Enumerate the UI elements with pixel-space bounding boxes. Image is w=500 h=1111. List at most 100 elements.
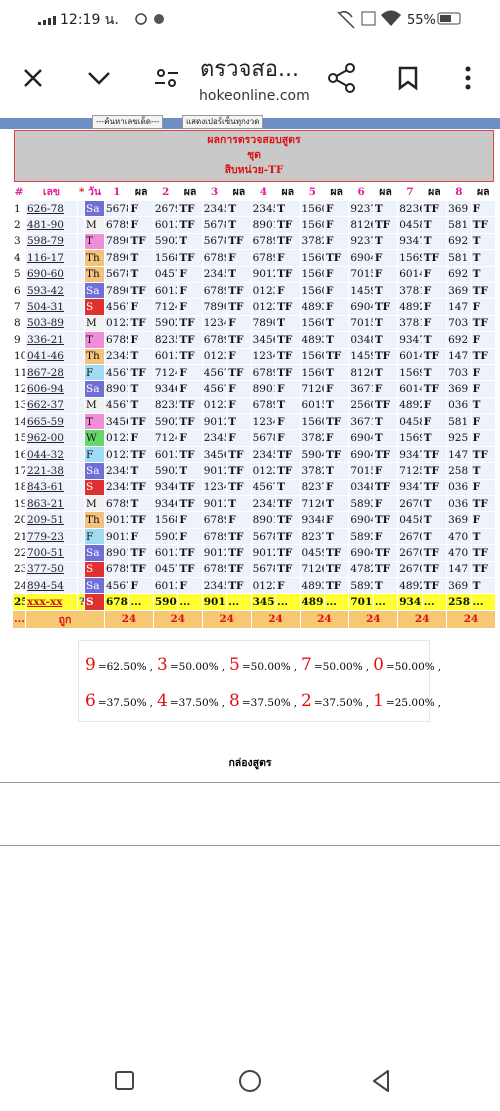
pick-cell: 59023	[152, 314, 179, 333]
pick-cell: 34567	[103, 413, 130, 431]
number-link[interactable]: 779-23	[27, 530, 64, 543]
number-link[interactable]: 221-38	[27, 464, 64, 477]
pick-cell: 4893	[299, 576, 325, 595]
number-link[interactable]: 894-54	[27, 579, 64, 592]
pick-cell: 89012	[250, 216, 277, 234]
number-link[interactable]: 504-31	[27, 301, 64, 314]
back-button[interactable]	[373, 1070, 389, 1092]
number-link[interactable]: 626-78	[27, 202, 64, 215]
share-button[interactable]	[328, 63, 355, 93]
pick-cell: 23459	[201, 265, 228, 283]
result-cell: TF	[177, 413, 203, 431]
recents-button[interactable]	[115, 1071, 134, 1090]
day-cell: S	[84, 298, 105, 316]
heading-line: สิบหน่วย-TF	[224, 164, 284, 176]
hit-count: 24	[250, 609, 301, 629]
close-button[interactable]	[24, 69, 42, 87]
pick-cell: 369	[446, 576, 472, 595]
result-cell: TF	[177, 331, 203, 349]
stats-box: 9 =62.50%, 3 =50.00%, 5 =50.00%, 7 =50.00%, 0 =50…	[78, 640, 441, 722]
pick-cell: 258	[446, 462, 472, 480]
result-cell: T	[372, 314, 399, 333]
number-link[interactable]: 116-17	[27, 251, 64, 264]
result-cell: TF	[275, 511, 301, 529]
mark-cell	[77, 429, 85, 447]
row-number: 14	[12, 413, 26, 431]
result-cell: ...	[421, 593, 448, 611]
pick-cell: 67893	[201, 527, 228, 546]
number-cell: 598-79	[25, 232, 78, 251]
bookmark-button[interactable]	[398, 66, 418, 91]
number-link[interactable]: 481-90	[27, 219, 64, 232]
result-cell: T	[470, 232, 497, 251]
number-link[interactable]: 593-42	[27, 284, 64, 297]
stat-digit: 4	[157, 691, 168, 711]
number-link[interactable]: 598-79	[27, 235, 64, 248]
result-cell: TF	[128, 413, 154, 431]
result-cell: TF	[421, 199, 448, 218]
menu-button[interactable]	[465, 66, 471, 90]
result-cell: TF	[421, 445, 448, 464]
number-link[interactable]: 662-37	[27, 399, 64, 412]
result-cell: TF	[226, 478, 252, 497]
number-link[interactable]: 377-50	[27, 563, 64, 576]
stat-separator: ,	[221, 697, 226, 709]
mute-icon	[337, 10, 355, 29]
number-link[interactable]: 209-51	[27, 514, 64, 527]
pick-cell: 67893	[201, 281, 228, 300]
result-cell: TF	[470, 347, 497, 365]
number-link[interactable]: 843-61	[27, 481, 64, 494]
home-button[interactable]	[239, 1070, 261, 1092]
header-cell: 6	[348, 182, 374, 201]
number-link[interactable]: 962-00	[27, 432, 64, 445]
collapse-button[interactable]	[88, 72, 110, 85]
pick-cell: 9347	[397, 232, 423, 251]
pick-cell: 56789	[250, 560, 277, 578]
number-link[interactable]: 700-51	[27, 546, 64, 559]
number-link[interactable]: 690-60	[27, 268, 64, 281]
number-link[interactable]: 606-94	[27, 382, 64, 395]
result-cell: TF	[323, 249, 350, 267]
number-link[interactable]: 041-46	[27, 350, 64, 363]
result-cell: F	[470, 380, 497, 398]
number-link[interactable]: xxx-xx	[27, 596, 63, 609]
number-link[interactable]: 665-59	[27, 415, 64, 428]
table-row: 15962-00W01234F71245F23459F56789F3782F69…	[12, 429, 497, 447]
result-cell: TF	[177, 199, 203, 218]
pick-cell: 01234	[103, 314, 130, 333]
pick-cell: 93467	[152, 478, 179, 497]
pick-cell: 60134	[152, 544, 179, 562]
search-button[interactable]: ---ค้นหาเลขเด็ด---	[92, 115, 164, 129]
result-table: # เลข * วัน 1 ผล 2 ผล 3 ผล 4 ผล 5 ผล 6 ผล 7 ผล 8 ผล 1 626-78 S…	[12, 182, 497, 629]
row-number: 13	[12, 396, 26, 415]
stat-separator: ,	[293, 697, 298, 709]
percent-button[interactable]: แสดงเปอร์เซ็นทุกงวด	[182, 115, 264, 129]
result-cell: T	[372, 199, 399, 218]
pick-cell: 3781	[397, 314, 423, 333]
result-cell: TF	[275, 216, 301, 234]
pick-cell: 93467	[152, 495, 179, 513]
table-row: 24894-54Sa45678F60134F23459TF01234F4893T…	[12, 576, 497, 595]
pick-cell: 1569	[397, 363, 423, 382]
header-cell: 8	[446, 182, 472, 201]
table-row: 4116-17Th78901T15689TF67893F67890F1560TF…	[12, 249, 497, 267]
header-cell: วัน	[84, 182, 105, 201]
result-cell: T	[421, 216, 448, 234]
table-row: 9336-21T67890F82356TF67893TF34567TF4893T…	[12, 331, 497, 349]
number-link[interactable]: 503-89	[27, 317, 64, 330]
table-row: 3598-79T78901TF59023T56782TF67890TF3782F…	[12, 232, 497, 251]
pick-cell: 59023	[152, 462, 179, 480]
result-cell: TF	[128, 281, 154, 300]
number-link[interactable]: 867-28	[27, 366, 64, 379]
number-link[interactable]: 044-32	[27, 448, 64, 461]
number-link[interactable]: 863-21	[27, 497, 64, 510]
result-cell: TF	[177, 249, 203, 267]
pick-cell: 4782	[348, 560, 374, 578]
pick-cell: 45671	[201, 380, 228, 398]
pick-cell: 90126	[201, 593, 228, 611]
pick-cell: 6014	[397, 265, 423, 283]
page-settings-button[interactable]	[155, 69, 178, 87]
stats-line: 6 =37.50%, 4 =37.50%, 8 =37.50%, 2 =37.50%, 1 =25…	[85, 691, 445, 711]
number-link[interactable]: 336-21	[27, 333, 64, 346]
result-cell: T	[470, 462, 497, 480]
